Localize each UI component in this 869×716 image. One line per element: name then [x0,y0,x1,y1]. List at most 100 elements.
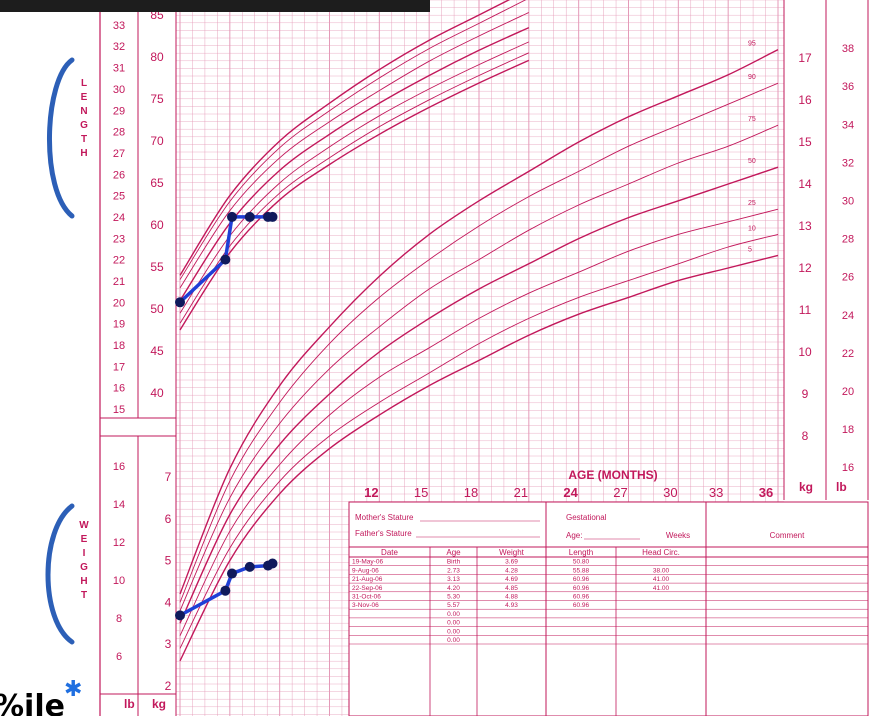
form-cell: 4.20 [447,585,460,592]
column-header: Date [381,548,398,557]
percentile-label-10: 10 [748,225,756,232]
heading-letter: L [81,78,87,89]
percentile-curves: 95 90 75 50 25 10 5 [179,0,779,662]
right-kg-tick-label: 11 [799,303,812,317]
inch-tick-label: 24 [113,212,125,224]
inch-tick-label: 16 [113,383,125,395]
kg-tick-label: 5 [165,554,172,568]
axis-labels: 4045505560657075808515161718192021222324… [113,8,854,693]
gestational-label: Gestational [566,513,607,522]
age-tick-label: 12 [364,485,378,500]
length-measurement-point [244,211,255,222]
age-tick-label: 27 [613,485,627,500]
right-kg-tick-label: 13 [798,219,812,233]
right-lb-tick-label: 28 [842,234,854,246]
kg-unit-label: kg [152,697,166,711]
cm-tick-label: 75 [150,92,164,106]
comment-label: Comment [770,531,805,540]
right-lb-tick-label: 34 [842,119,854,131]
right-kg-tick-label: 9 [802,387,809,401]
length-bracket [47,57,75,219]
heading-letter: E [81,534,88,545]
right-kg-tick-label: 15 [798,135,812,149]
form-cell: 2.73 [447,567,460,574]
gestational-age-label: Age: [566,531,582,540]
heading-letter: G [80,562,88,573]
percentile-label-50: 50 [748,158,756,165]
percentile-label-5: 5 [748,246,752,253]
x-axis-label: AGE (MONTHS) [568,468,657,482]
form-cell: 3.13 [447,576,460,583]
heading-letter: T [81,590,87,601]
form-cell: 38.00 [653,567,670,574]
form-cell: 19-May-06 [352,559,383,566]
form-cell: 0.00 [447,637,460,644]
form-cell: 60.96 [573,585,590,592]
length-curve-p5 [179,59,530,331]
weight-curve-p50 [179,166,779,624]
form-cell: 4.28 [505,567,518,574]
right-kg-tick-label: 17 [798,51,812,65]
heading-letter: N [80,106,87,117]
form-cell: 0.00 [447,611,460,618]
form-cell: 4.85 [505,585,518,592]
kg-tick-label: 6 [165,512,172,526]
weight-curve-p90 [179,82,779,603]
patient-measurements [175,211,278,621]
inch-tick-label: 31 [113,63,125,75]
inch-tick-label: 17 [113,361,125,373]
weight-curve-p25 [179,208,779,636]
form-cell: 4.93 [505,602,518,609]
form-cell: 60.96 [573,602,590,609]
right-lb-tick-label: 32 [842,157,854,169]
weight-measurement-point [226,568,237,579]
right-lb-tick-label: 18 [842,424,854,436]
age-tick-label: 18 [464,485,478,500]
inch-tick-label: 21 [113,276,125,288]
right-lb-unit-label: lb [836,480,847,494]
age-tick-label: 15 [414,485,428,500]
length-curve-p10 [179,52,529,324]
inch-tick-label: 15 [113,404,125,416]
heading-letter: G [80,120,88,131]
inch-tick-label: 29 [113,105,125,117]
inch-tick-label: 23 [113,233,125,245]
lb-unit-label: lb [124,697,135,711]
weight-curve-p95 [179,48,779,595]
percentile-label-25: 25 [748,200,756,207]
form-cell: 41.00 [653,576,670,583]
right-kg-tick-label: 14 [798,177,812,191]
inch-tick-label: 20 [113,297,125,309]
right-lb-tick-label: 20 [842,386,854,398]
age-tick-label: 33 [709,485,723,500]
lb-tick-label: 6 [116,651,122,663]
kg-tick-label: 2 [165,679,172,693]
right-lb-tick-label: 24 [842,310,854,322]
form-cell: 41.00 [653,585,670,592]
percentile-label-95: 95 [748,41,756,48]
form-cell: 5.30 [447,594,460,601]
inch-tick-label: 22 [113,255,125,267]
form-cell: 0.00 [447,620,460,627]
form-cell: Birth [447,559,461,566]
age-tick-label: 36 [759,485,773,500]
form-cell: 60.96 [573,576,590,583]
heading-letter: E [81,92,88,103]
form-cell: 5.57 [447,602,460,609]
length-curve-p95 [179,0,511,276]
kg-tick-label: 7 [165,470,172,484]
length-measurement-point [175,297,185,308]
top-dark-bar [0,0,430,12]
inch-tick-label: 30 [113,84,125,96]
right-lb-tick-label: 36 [842,81,854,93]
form-cell: 55.88 [573,567,590,574]
lb-tick-label: 14 [113,499,125,511]
weight-curve-p5 [179,254,779,662]
right-kg-tick-label: 8 [802,429,809,443]
form-cell: 50.80 [573,559,590,566]
lb-tick-label: 10 [113,575,125,587]
right-kg-tick-label: 16 [798,93,812,107]
percentile-label-75: 75 [748,116,756,123]
